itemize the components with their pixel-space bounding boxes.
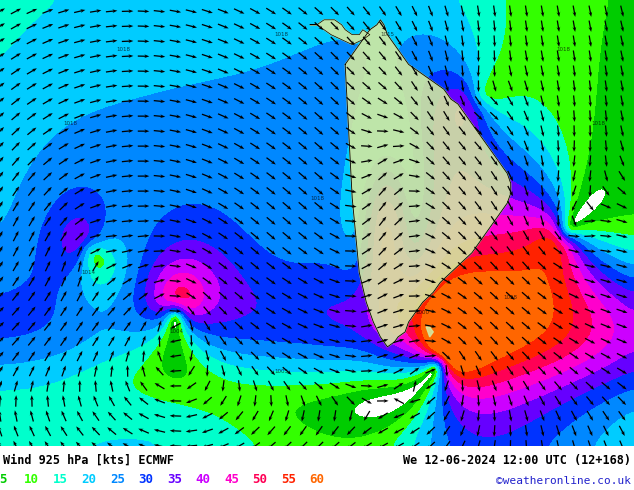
Text: 30: 30: [138, 472, 153, 486]
Polygon shape: [310, 20, 370, 45]
Text: 15: 15: [53, 472, 68, 486]
Text: 50: 50: [252, 472, 268, 486]
Text: 60: 60: [309, 472, 325, 486]
Polygon shape: [345, 20, 511, 347]
Text: 1004: 1004: [169, 329, 183, 335]
Text: 1015: 1015: [380, 32, 394, 37]
Text: 1018: 1018: [504, 295, 518, 300]
Polygon shape: [426, 327, 433, 337]
Text: Wind 925 hPa [kts] ECMWF: Wind 925 hPa [kts] ECMWF: [3, 454, 174, 467]
Text: 35: 35: [167, 472, 182, 486]
Text: 1018: 1018: [116, 47, 130, 52]
Text: 1014: 1014: [81, 270, 95, 275]
Text: 55: 55: [281, 472, 296, 486]
Text: ©weatheronline.co.uk: ©weatheronline.co.uk: [496, 476, 631, 486]
Text: 10: 10: [24, 472, 39, 486]
Text: 1005: 1005: [275, 369, 288, 374]
Text: 1018: 1018: [310, 196, 324, 201]
Text: 1000: 1000: [416, 310, 430, 315]
Text: 1018: 1018: [557, 47, 571, 52]
Text: 1018: 1018: [592, 122, 605, 126]
Text: 5: 5: [0, 472, 7, 486]
Text: 40: 40: [195, 472, 210, 486]
Text: 25: 25: [110, 472, 125, 486]
Text: 1018: 1018: [63, 122, 77, 126]
Text: We 12-06-2024 12:00 UTC (12+168): We 12-06-2024 12:00 UTC (12+168): [403, 454, 631, 467]
Text: 20: 20: [81, 472, 96, 486]
Text: 1018: 1018: [275, 32, 288, 37]
Text: 45: 45: [224, 472, 239, 486]
